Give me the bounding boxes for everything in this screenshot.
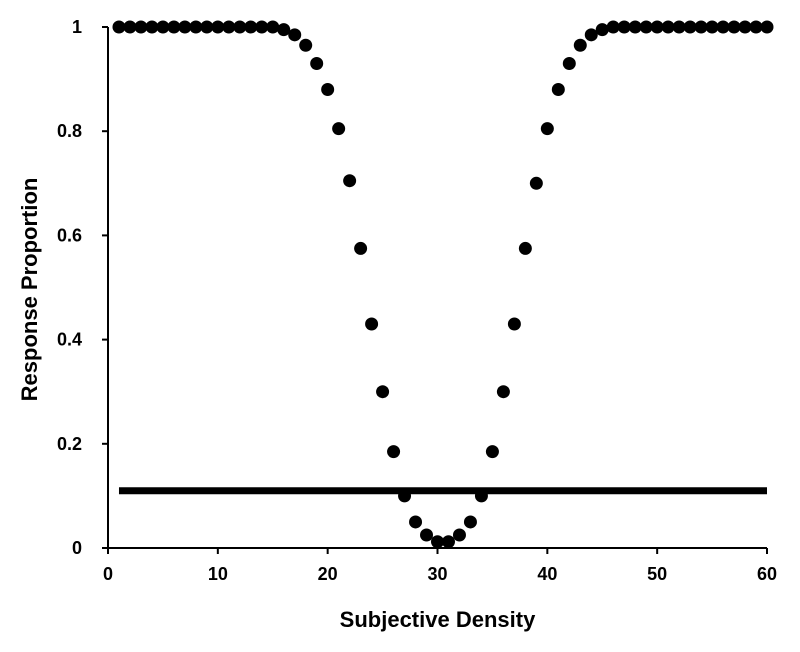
data-point <box>420 528 434 542</box>
data-point <box>485 445 499 459</box>
data-point <box>310 56 324 70</box>
data-point <box>518 241 532 255</box>
y-tick-label: 0.4 <box>57 330 82 350</box>
data-point <box>321 83 335 97</box>
data-point <box>398 489 412 503</box>
data-point <box>431 535 444 549</box>
data-point <box>507 317 521 331</box>
data-point <box>650 20 664 34</box>
data-point <box>705 20 719 34</box>
data-point <box>211 20 225 34</box>
data-point <box>639 20 653 34</box>
data-point <box>474 489 488 503</box>
data-point <box>617 20 631 34</box>
data-point <box>529 176 543 190</box>
data-point <box>562 56 576 70</box>
y-tick-label: 0.2 <box>57 434 82 454</box>
data-point <box>145 20 159 34</box>
data-point <box>255 20 269 34</box>
data-point <box>452 528 466 542</box>
data-point <box>222 20 236 34</box>
x-tick-label: 60 <box>757 564 777 584</box>
y-tick-label: 0.8 <box>57 121 82 141</box>
y-ticks: 0 0.2 0.4 0.6 0.8 1 <box>57 17 108 558</box>
data-point <box>749 20 763 34</box>
data-point <box>299 38 313 52</box>
data-point <box>595 23 609 37</box>
data-point <box>277 23 291 37</box>
x-axis-title: Subjective Density <box>340 607 536 632</box>
data-point <box>584 28 598 42</box>
data-point <box>540 122 554 136</box>
data-point <box>112 20 126 34</box>
data-point <box>727 20 741 34</box>
data-point <box>387 445 401 459</box>
data-point <box>156 20 170 34</box>
data-point <box>244 20 258 34</box>
y-tick-label: 0.6 <box>57 225 82 245</box>
data-point <box>463 515 477 529</box>
data-point <box>628 20 642 34</box>
data-point <box>694 20 708 34</box>
x-ticks: 0 10 20 30 40 50 60 <box>103 548 777 584</box>
data-point <box>441 535 455 549</box>
data-point <box>178 20 192 34</box>
plot-area: 0 10 20 30 40 50 60 0 0.2 0.4 0.6 0.8 1 <box>57 17 777 584</box>
y-axis-title: Response Proportion <box>17 178 42 402</box>
data-point <box>760 20 774 34</box>
data-point <box>365 317 379 331</box>
data-point <box>288 28 302 42</box>
y-tick-label: 1 <box>72 17 82 37</box>
data-point <box>189 20 203 34</box>
x-tick-label: 20 <box>318 564 338 584</box>
x-tick-label: 40 <box>537 564 557 584</box>
data-point <box>376 385 390 399</box>
data-point <box>123 20 137 34</box>
data-point <box>496 385 510 399</box>
data-point <box>167 20 181 34</box>
x-tick-label: 10 <box>208 564 228 584</box>
data-point <box>354 241 368 255</box>
data-point <box>343 174 357 188</box>
data-point <box>573 38 587 52</box>
x-tick-label: 30 <box>427 564 447 584</box>
data-point <box>409 515 423 529</box>
data-point <box>683 20 697 34</box>
data-point <box>266 20 280 34</box>
data-point <box>233 20 247 34</box>
data-point <box>606 20 620 34</box>
x-tick-label: 0 <box>103 564 113 584</box>
data-point <box>551 83 565 97</box>
scatter-series <box>112 20 774 549</box>
data-point <box>200 20 214 34</box>
data-point <box>716 20 730 34</box>
data-point <box>332 122 346 136</box>
y-tick-label: 0 <box>72 538 82 558</box>
data-point <box>738 20 752 34</box>
x-tick-label: 50 <box>647 564 667 584</box>
data-point <box>672 20 686 34</box>
data-point <box>134 20 148 34</box>
data-point <box>661 20 675 34</box>
